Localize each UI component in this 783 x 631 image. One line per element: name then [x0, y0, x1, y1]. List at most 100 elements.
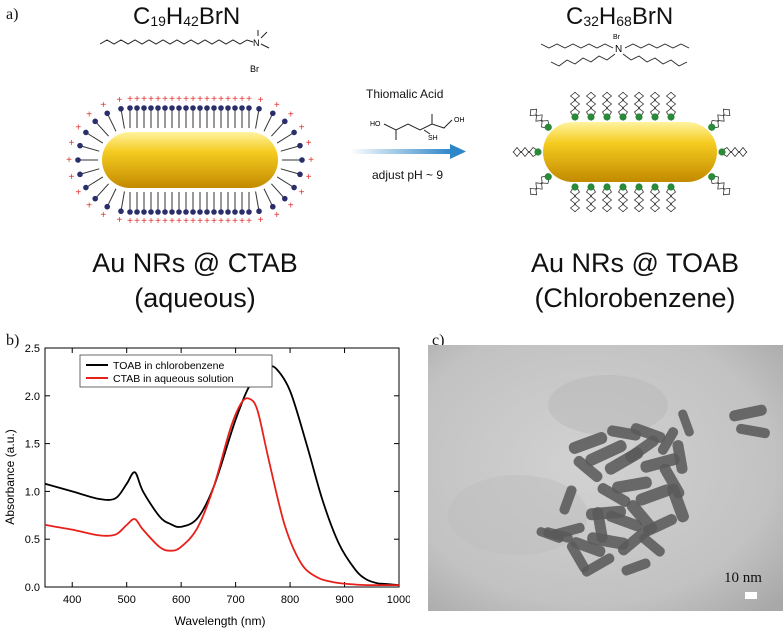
- ctab-head: [104, 110, 111, 117]
- positive-charge: +: [75, 187, 81, 198]
- positive-charge: +: [274, 210, 280, 221]
- toab-head: [651, 183, 659, 191]
- ctab-tail: [255, 110, 260, 129]
- toab-chain: [569, 91, 577, 117]
- thiomalic-acid-structure: HO OH SH: [370, 114, 465, 142]
- positive-charge: +: [183, 216, 189, 227]
- y-axis-label: Absorbance (a.u.): [3, 429, 17, 524]
- toab-head: [619, 183, 627, 191]
- toab-chain: [710, 178, 730, 196]
- ctab-head: [127, 209, 133, 215]
- toab-chain: [512, 150, 538, 158]
- positive-charge: +: [141, 94, 147, 105]
- positive-charge: +: [246, 94, 252, 105]
- ctab-head: [197, 209, 203, 215]
- ctab-head: [225, 209, 231, 215]
- positive-charge: +: [218, 216, 224, 227]
- x-tick-label: 800: [281, 594, 299, 606]
- positive-charge: +: [190, 94, 196, 105]
- ctab-tail: [81, 145, 100, 152]
- x-tick-label: 600: [172, 594, 190, 606]
- toab-chain: [637, 187, 645, 213]
- tem-nanorod: [640, 453, 680, 473]
- ctab-head: [269, 203, 276, 210]
- y-tick-label: 1.0: [25, 486, 40, 498]
- scale-bar-label: 10 nm: [724, 570, 762, 586]
- ctab-tail: [120, 110, 125, 129]
- tem-nanorod: [592, 507, 608, 543]
- toab-chain: [529, 109, 547, 129]
- toab-chain: [722, 146, 748, 154]
- tem-nanorod: [597, 483, 631, 507]
- toab-head: [544, 123, 552, 131]
- positive-charge: +: [86, 200, 92, 211]
- mol-oh-label: OH: [454, 117, 465, 124]
- mol-sh-label: SH: [428, 135, 438, 142]
- x-tick-label: 700: [226, 594, 244, 606]
- ctab-head: [183, 105, 189, 111]
- positive-charge: +: [134, 216, 140, 227]
- legend-entry: CTAB in aqueous solution: [113, 373, 234, 385]
- tem-nanorod: [639, 533, 665, 557]
- tem-nanorod: [585, 440, 627, 466]
- ctab-tail: [271, 122, 284, 137]
- reagent-label: Thiomalic Acid: [366, 87, 444, 101]
- ctab-head: [134, 209, 140, 215]
- toab-chain: [585, 91, 593, 117]
- positive-charge: +: [176, 94, 182, 105]
- toab-title-line1: Au NRs @ TOAB: [531, 248, 739, 278]
- ctab-head: [281, 118, 288, 125]
- positive-charge: +: [169, 216, 175, 227]
- positive-charge: +: [239, 216, 245, 227]
- positive-charge: +: [258, 215, 264, 226]
- panel-c-label: c): [432, 332, 445, 349]
- toab-head: [619, 113, 627, 121]
- ctab-head: [225, 105, 231, 111]
- ctab-title-line2: (aqueous): [134, 283, 256, 313]
- positive-charge: +: [116, 215, 122, 226]
- tem-nanorod: [536, 527, 564, 543]
- y-tick-label: 1.5: [25, 439, 40, 451]
- tem-nanorod: [605, 510, 643, 532]
- tem-nanorod: [570, 537, 606, 557]
- toab-head: [544, 173, 552, 181]
- ctab-tail: [120, 191, 125, 210]
- toab-head: [587, 183, 595, 191]
- ctab-head: [104, 203, 111, 210]
- positive-charge: +: [66, 155, 72, 166]
- toab-chain: [621, 91, 629, 117]
- series-line: [44, 365, 400, 586]
- ctab-head: [232, 209, 238, 215]
- toab-chain: [637, 91, 645, 117]
- toab-chain: [569, 187, 577, 213]
- ctab-head: [218, 209, 224, 215]
- toab-chain: [601, 91, 609, 117]
- tem-nanorod: [678, 409, 694, 437]
- positive-charge: +: [148, 94, 154, 105]
- positive-charge: +: [169, 94, 175, 105]
- tem-nanorod: [625, 435, 659, 463]
- tem-micrograph: [428, 345, 783, 611]
- toab-chain: [710, 108, 730, 126]
- ctab-structure: N Br: [99, 30, 270, 74]
- toab-chain: [573, 187, 581, 213]
- ctab-head: [291, 129, 297, 136]
- ctab-head: [148, 105, 154, 111]
- toab-chain: [605, 91, 613, 117]
- toab-chain: [633, 91, 641, 117]
- scale-bar: [745, 592, 757, 599]
- tem-nanorod: [612, 476, 652, 494]
- tem-nanorod: [581, 553, 615, 577]
- ctab-head: [141, 209, 147, 215]
- x-tick-label: 500: [118, 594, 136, 606]
- ctab-bromide: Br: [250, 64, 259, 74]
- nanorod-cluster: [536, 404, 770, 577]
- x-tick-label: 1000: [387, 594, 410, 606]
- legend-box: [79, 354, 273, 388]
- x-tick-label: 900: [335, 594, 353, 606]
- ctab-head: [77, 171, 83, 178]
- ctab-head: [190, 209, 196, 215]
- x-axis-label: Wavelength (nm): [175, 614, 266, 628]
- ctab-head: [218, 105, 224, 111]
- positive-charge: +: [299, 187, 305, 198]
